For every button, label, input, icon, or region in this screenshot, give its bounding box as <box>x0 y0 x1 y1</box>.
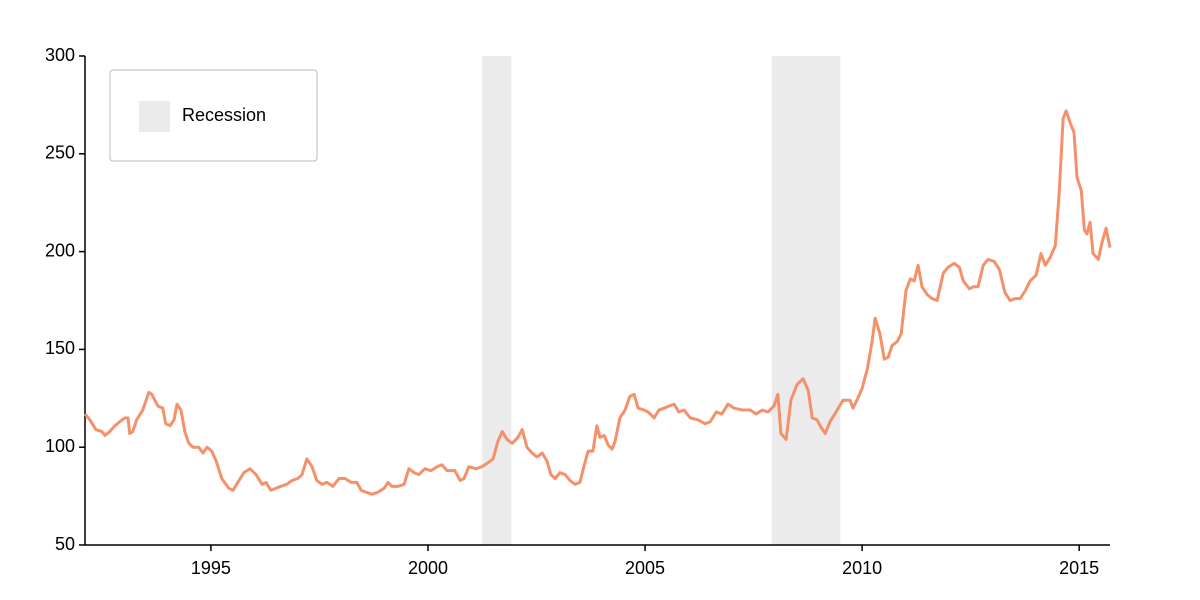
x-tick-label: 1995 <box>191 558 231 578</box>
legend-swatch <box>139 101 170 132</box>
x-tick-label: 2005 <box>625 558 665 578</box>
legend-box <box>109 69 318 162</box>
recession-band <box>482 56 512 545</box>
y-tick-label: 250 <box>45 143 75 163</box>
y-tick-label: 300 <box>45 45 75 65</box>
x-tick-label: 2010 <box>842 558 882 578</box>
data-line <box>83 109 1112 496</box>
recession-band <box>771 56 841 545</box>
legend-label: Recession <box>182 105 266 125</box>
y-tick-label: 50 <box>55 534 75 554</box>
y-tick-label: 100 <box>45 436 75 456</box>
x-tick-label: 2000 <box>408 558 448 578</box>
y-tick-label: 200 <box>45 240 75 260</box>
x-tick-label: 2015 <box>1059 558 1099 578</box>
y-tick-label: 150 <box>45 338 75 358</box>
